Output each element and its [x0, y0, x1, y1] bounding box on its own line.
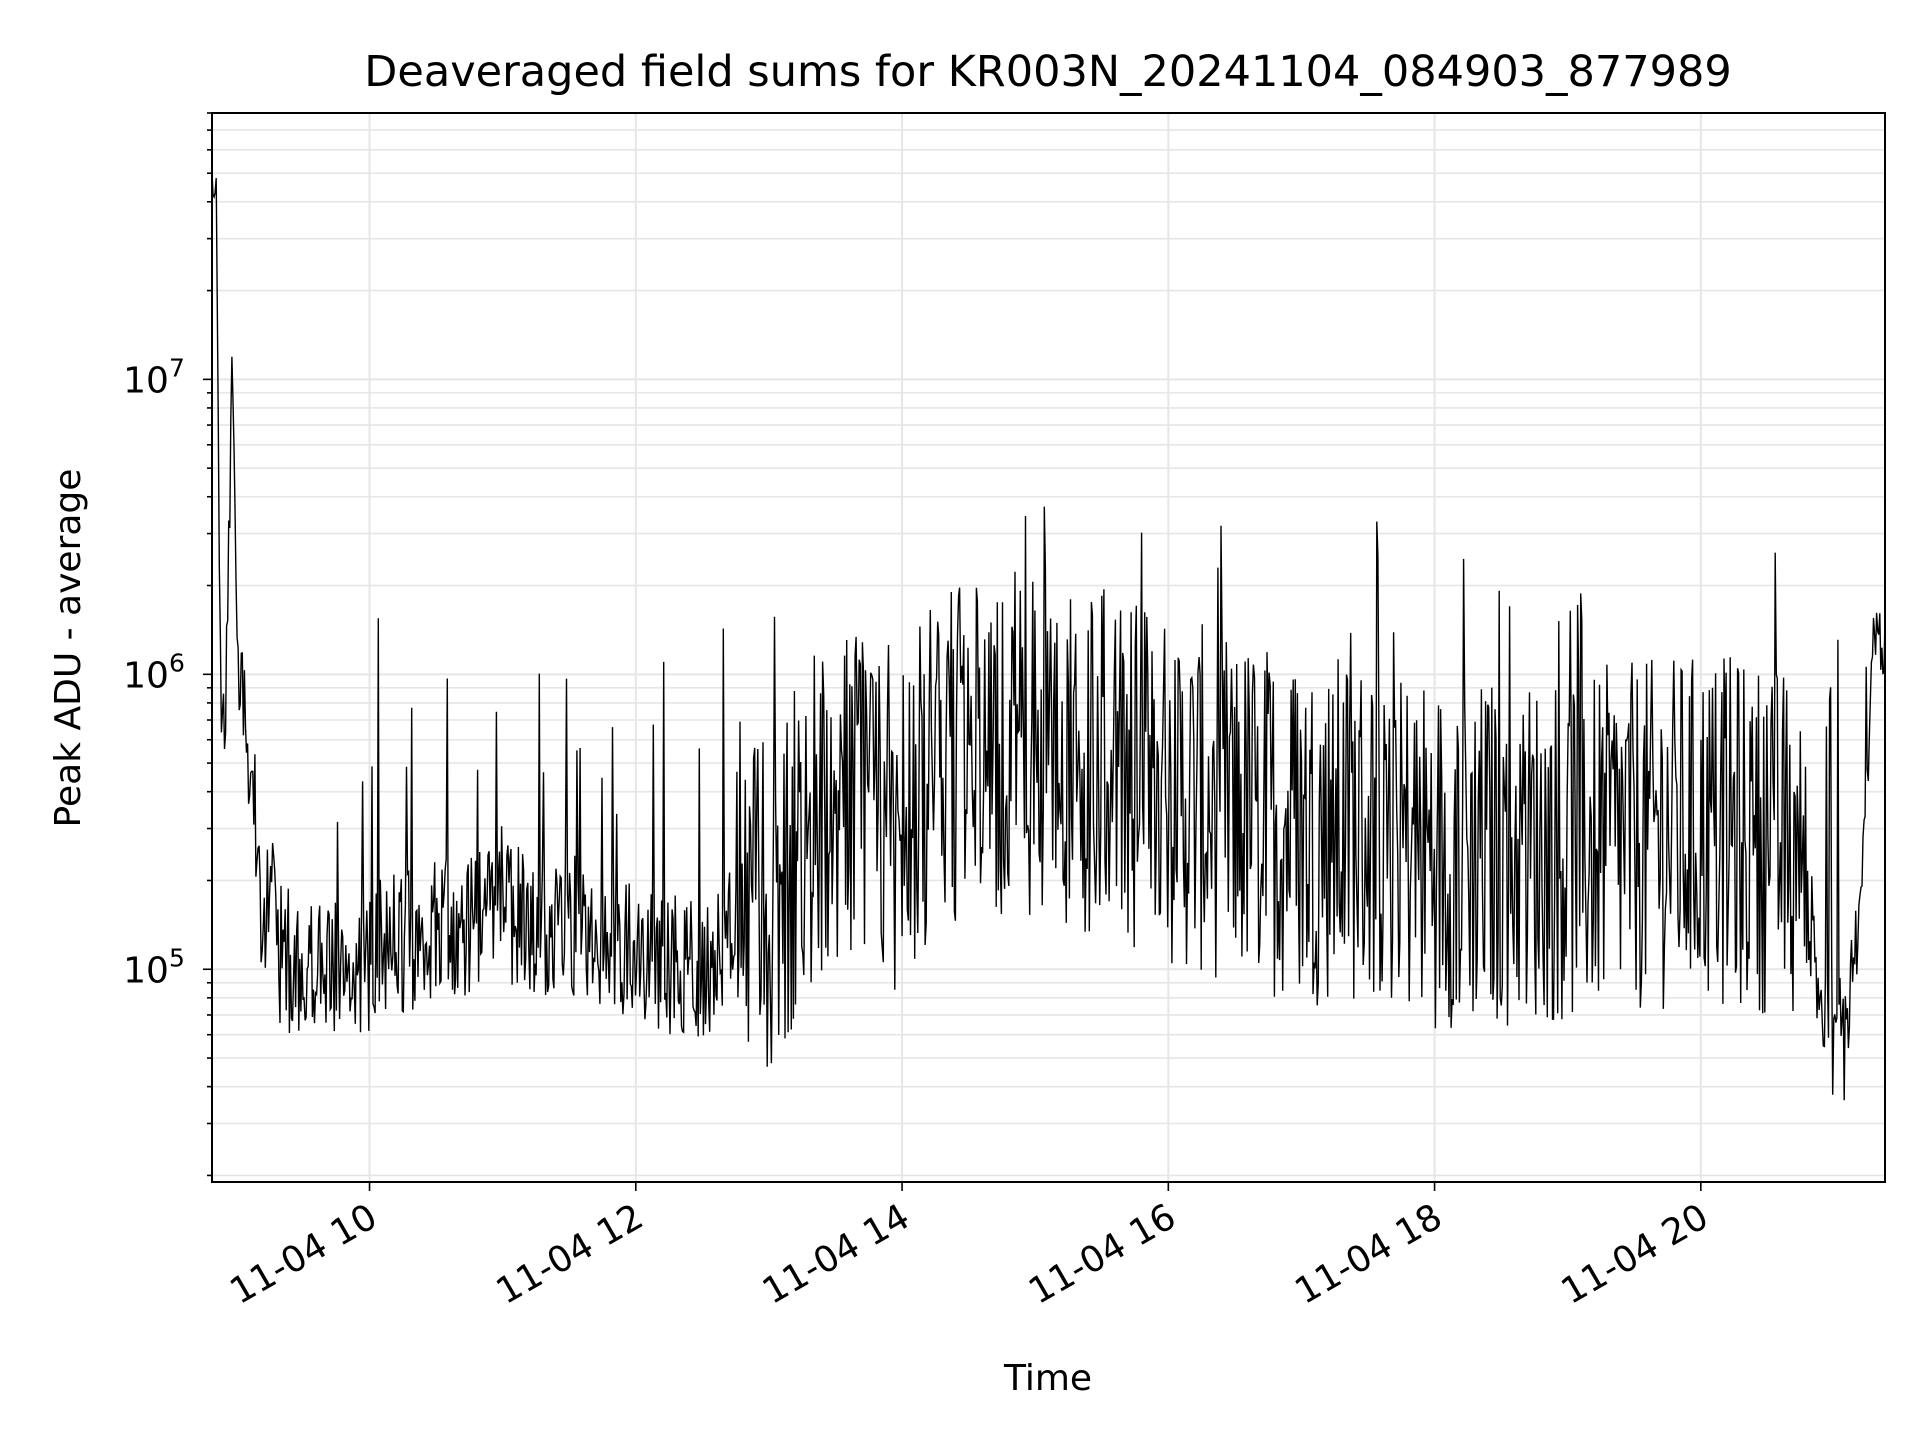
- plot-area: [212, 172, 1885, 1101]
- y-tick-label: 107: [123, 353, 185, 401]
- y-tick-label: 105: [123, 943, 185, 991]
- series-line: [212, 172, 1885, 1101]
- y-axis-label: Peak ADU - average: [48, 469, 89, 828]
- y-tick-label: 106: [123, 648, 185, 696]
- y-axis: 105 106 107: [123, 112, 212, 1177]
- x-axis-label: Time: [1003, 1358, 1092, 1399]
- chart-title: Deaveraged field sums for KR003N_2024110…: [364, 47, 1731, 97]
- plot-frame: [211, 112, 1886, 1183]
